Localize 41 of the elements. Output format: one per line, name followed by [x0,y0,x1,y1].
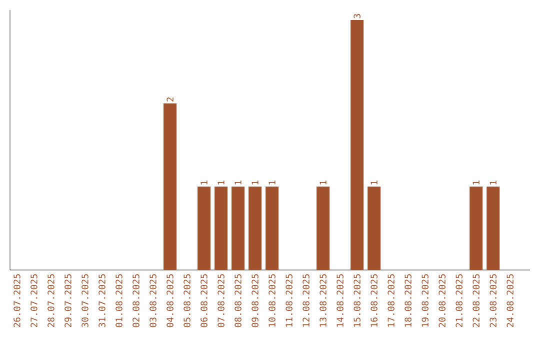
data-label: 1 [268,180,276,184]
data-label: 1 [200,180,208,184]
x-tick-label: 24.08.2025 [506,274,514,328]
x-tick-label: 28.07.2025 [48,274,54,328]
data-label: 1 [252,180,258,184]
x-tick-label: 22.08.2025 [472,274,480,328]
data-label: 1 [234,180,242,184]
data-label: 1 [472,180,480,184]
x-tick-label: 08.08.2025 [234,274,242,328]
x-tick-label: 23.08.2025 [490,274,497,328]
x-tick-label: 04.08.2025 [166,274,174,328]
x-tick-label: 11.08.2025 [286,274,292,327]
x-tick-label: 26.07.2025 [14,274,20,328]
data-label: 3 [354,14,360,18]
x-tick-label: 17.08.2025 [388,274,394,327]
data-label: 2 [166,97,174,102]
x-tick-label: 21.08.2025 [456,274,462,328]
x-tick-label: 02.08.2025 [132,274,140,328]
x-tick-label: 10.08.2025 [268,274,276,327]
x-tick-label: 20.08.2025 [438,274,446,328]
data-label: 1 [370,180,378,184]
x-tick-label: 01.08.2025 [116,274,122,328]
x-tick-label: 31.07.2025 [98,274,106,328]
x-tick-label: 07.08.2025 [218,274,224,328]
x-tick-label: 27.07.2025 [30,274,38,328]
data-label: 1 [218,180,224,184]
x-tick-label: 09.08.2025 [252,274,258,328]
x-tick-label: 18.08.2025 [404,274,412,327]
x-tick-label: 14.08.2025 [336,274,344,327]
data-label: 1 [320,180,326,184]
x-tick-label: 15.08.2025 [354,274,360,327]
x-tick-label: 06.08.2025 [200,274,208,328]
x-tick-label: 16.08.2025 [370,274,378,327]
x-tick-label: 19.08.2025 [422,274,428,327]
x-tick-label: 03.08.2025 [150,274,156,328]
x-tick-label: 13.08.2025 [320,274,326,327]
x-tick-label: 12.08.2025 [302,274,310,327]
x-tick-label: 05.08.2025 [184,274,190,328]
x-tick-label: 30.07.2025 [82,274,88,328]
data-label: 1 [490,180,496,184]
x-tick-label: 29.07.2025 [64,274,72,328]
